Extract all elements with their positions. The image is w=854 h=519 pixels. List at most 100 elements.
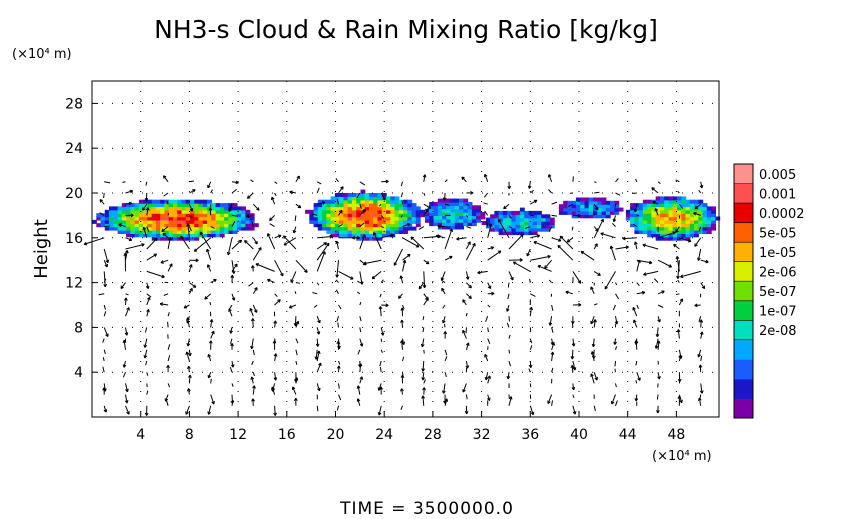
heatmap-cell	[677, 196, 682, 201]
wind-vector	[635, 360, 638, 366]
wind-vector	[274, 372, 277, 381]
wind-vector	[293, 226, 297, 234]
heatmap-cell	[515, 227, 521, 232]
heatmap-cell	[356, 213, 362, 218]
heatmap-cell	[236, 206, 242, 211]
wind-vector	[229, 366, 233, 373]
wind-vector-head	[427, 205, 432, 209]
heatmap-cell	[194, 209, 200, 214]
wind-vector	[678, 394, 683, 403]
wind-vector-head	[359, 376, 364, 380]
heatmap-cell	[351, 199, 357, 204]
heatmap-cell	[647, 213, 653, 218]
heatmap-cell	[588, 197, 594, 202]
wind-vector	[167, 263, 173, 272]
heatmap-cell	[164, 233, 170, 238]
heatmap-cell	[425, 212, 430, 216]
heatmap-cell	[109, 223, 114, 228]
colorbar-label: 1e-05	[759, 246, 797, 261]
wind-vector	[615, 400, 618, 406]
heatmap-cell	[702, 226, 708, 231]
heatmap-cell	[364, 223, 370, 228]
heatmap-cell	[532, 217, 538, 222]
heatmap-cell	[143, 223, 148, 228]
wind-vector	[252, 304, 258, 313]
heatmap-cell	[642, 213, 648, 218]
heatmap-cell	[689, 209, 695, 214]
heatmap-cell	[377, 196, 383, 201]
wind-vector	[698, 316, 702, 322]
wind-vector	[103, 311, 107, 317]
heatmap-cell	[185, 219, 191, 224]
wind-vector-head	[449, 228, 453, 233]
heatmap-cell	[190, 233, 195, 238]
heatmap-cell	[228, 219, 234, 224]
wind-vector	[210, 331, 215, 339]
heatmap-cell	[407, 226, 413, 231]
heatmap-cell	[614, 207, 620, 212]
heatmap-cell	[463, 218, 469, 223]
heatmap-cell	[563, 204, 569, 209]
heatmap-cell	[138, 226, 144, 231]
wind-vector-head	[449, 255, 453, 260]
heatmap-cell	[360, 219, 366, 224]
heatmap-cell	[463, 222, 469, 227]
wind-vector-head	[208, 340, 213, 344]
heatmap-cell	[215, 209, 221, 214]
wind-vector-head	[337, 345, 341, 350]
heatmap-cell	[407, 209, 413, 214]
heatmap-cell	[151, 219, 157, 224]
heatmap-cell	[689, 230, 695, 234]
heatmap-cell	[584, 210, 590, 215]
wind-vector	[529, 307, 532, 317]
heatmap-cell	[593, 214, 598, 219]
wind-vector	[657, 181, 661, 185]
wind-vector-head	[600, 218, 604, 223]
wind-vector	[227, 237, 233, 256]
wind-vector	[338, 360, 341, 365]
heatmap-cell	[685, 203, 691, 208]
heatmap-cell	[322, 209, 327, 214]
heatmap-cell	[711, 226, 716, 231]
wind-vector	[103, 327, 109, 337]
heatmap-cell	[224, 206, 229, 211]
wind-vector	[642, 244, 659, 250]
wind-vector	[565, 291, 574, 295]
heatmap-cell	[373, 203, 379, 208]
wind-vector	[295, 259, 308, 273]
wind-vector-head	[590, 373, 594, 377]
wind-vector	[357, 398, 361, 406]
heatmap-cell	[100, 219, 106, 224]
colorbar-swatch	[734, 222, 753, 243]
wind-vector	[210, 226, 215, 229]
heatmap-cell	[446, 202, 452, 206]
wind-vector	[636, 304, 639, 310]
heatmap-cell	[155, 203, 161, 208]
heatmap-cell	[126, 233, 131, 238]
wind-vector	[402, 372, 404, 377]
wind-vector-head	[186, 388, 191, 392]
wind-vector-head	[400, 388, 404, 392]
wind-vector	[615, 293, 620, 300]
heatmap-cell	[219, 206, 225, 211]
heatmap-cell	[711, 209, 716, 214]
wind-vector-head	[362, 234, 366, 238]
wind-vector	[274, 234, 282, 239]
wind-vector-head	[258, 247, 262, 251]
heatmap-cell	[356, 226, 362, 231]
heatmap-cell	[134, 233, 140, 238]
wind-vector	[359, 181, 366, 186]
heatmap-cell	[694, 223, 699, 228]
wind-vector	[295, 321, 299, 328]
wind-vector	[634, 241, 638, 250]
heatmap-cell	[638, 213, 644, 218]
heatmap-cell	[411, 213, 417, 218]
heatmap-cell	[126, 226, 131, 231]
wind-vector	[678, 349, 682, 359]
heatmap-cell	[471, 218, 477, 223]
wind-vector	[209, 301, 212, 306]
wind-vector	[423, 174, 426, 182]
heatmap-cell	[138, 203, 144, 208]
heatmap-cell	[394, 203, 400, 208]
wind-vector-head	[292, 229, 297, 234]
